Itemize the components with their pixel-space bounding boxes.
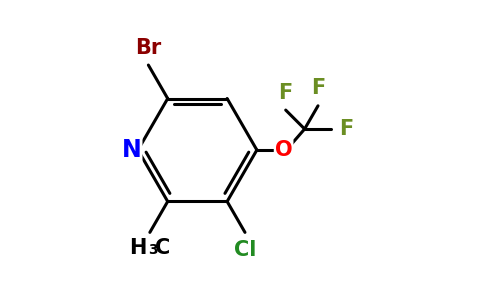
Text: 3: 3: [149, 243, 158, 257]
Text: F: F: [311, 78, 325, 98]
Text: F: F: [279, 82, 293, 103]
Text: Br: Br: [135, 38, 162, 58]
Text: C: C: [155, 238, 170, 258]
Text: F: F: [339, 119, 353, 139]
Text: O: O: [275, 140, 292, 160]
Text: Cl: Cl: [234, 240, 256, 260]
Text: H: H: [130, 238, 147, 258]
Text: N: N: [121, 138, 141, 162]
